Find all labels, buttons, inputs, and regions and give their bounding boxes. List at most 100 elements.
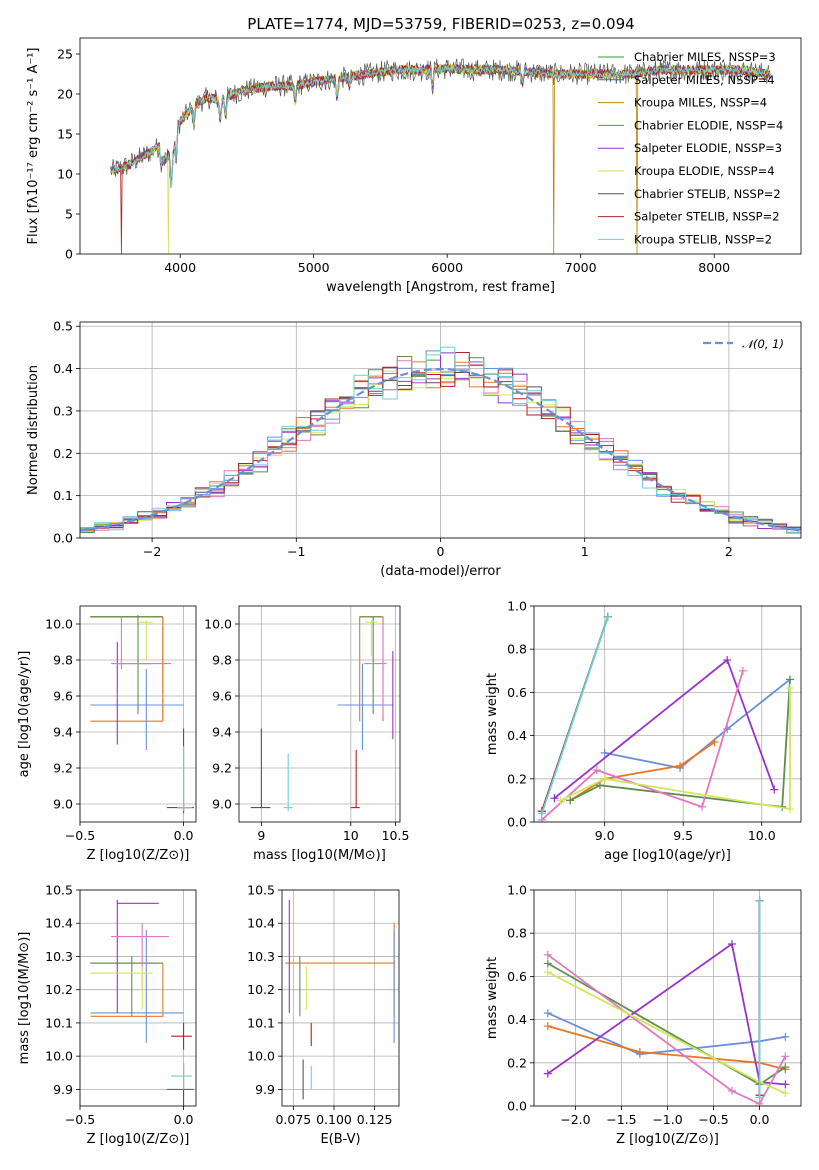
- data-point: [781, 1032, 790, 1041]
- y-tick-label: 10.5: [247, 883, 275, 898]
- data-point: [543, 1022, 552, 1031]
- legend-entry: Chabrier MILES, NSSP=3: [634, 50, 776, 64]
- y-tick-label: 0.8: [507, 642, 527, 657]
- y-tick-label: 9.6: [212, 689, 232, 704]
- y-tick-label: 0.6: [507, 969, 527, 984]
- y-axis-label: age [log10(age/yr)]: [17, 651, 32, 778]
- data-point: [600, 774, 609, 783]
- data-point: [635, 1048, 644, 1056]
- x-tick-label: −0.5: [698, 1112, 728, 1127]
- spectrum-series-7: [113, 62, 771, 254]
- legend-entry: Chabrier ELODIE, NSSP=4: [634, 118, 783, 132]
- y-tick-label: 9.8: [53, 653, 73, 668]
- massweight-age-series-3: [553, 658, 776, 799]
- axes-frame: [79, 37, 802, 255]
- massweight-z-series-1: [547, 1025, 786, 1071]
- data-point: [603, 612, 612, 621]
- mass-vs-ebv-panel: 0.075 0.100 0.125 9.9 10.0 10.1 10.2 10.3 10.4 10…: [247, 883, 400, 1147]
- x-tick-label: 0.100: [316, 1112, 352, 1127]
- spectrum-series-8: [113, 65, 771, 187]
- x-axis-label: Z [log10(Z/Z⊙)]: [87, 848, 190, 863]
- plot-area: [285, 899, 395, 1100]
- massweight-age-series-2: [569, 679, 791, 808]
- y-tick-label: 10.3: [45, 949, 73, 964]
- x-tick-label: 0: [437, 544, 445, 559]
- x-axis-label: E(B-V): [320, 1132, 360, 1147]
- panels-root: 4000 5000 6000 7000 80000510152025wavelength…: [17, 37, 802, 1147]
- y-tick-label: 10.2: [247, 982, 275, 997]
- data-point: [595, 781, 604, 790]
- spectrum-series-2: [110, 62, 771, 254]
- normal-curve: [80, 367, 801, 532]
- data-point: [781, 1052, 790, 1061]
- axes-frame: [79, 605, 197, 823]
- mass-vs-z-panel: −0.5 0.0 9.9 10.0 10.1 10.2 10.3 10.4 10.5 Z [log…: [17, 883, 197, 1147]
- legend-entry: Salpeter MILES, NSSP=4: [634, 73, 775, 87]
- y-tick-label: 0.2: [507, 1055, 527, 1070]
- massweight-age-series-1: [569, 741, 716, 802]
- spectrum-panel: 4000 5000 6000 7000 8000 0 5 10 15 20 25 wavelength…: [26, 37, 802, 295]
- data-point: [786, 805, 795, 814]
- y-tick-label: 0.3: [53, 403, 73, 418]
- x-tick-label: 10.0: [748, 828, 776, 843]
- y-tick-label: 9.2: [53, 761, 73, 776]
- y-tick-label: 0.6: [507, 685, 527, 700]
- y-tick-label: 9.4: [212, 725, 232, 740]
- data-point: [727, 940, 736, 948]
- legend-entry: Kroupa ELODIE, NSSP=4: [634, 164, 775, 178]
- x-tick-label: 7000: [565, 260, 597, 275]
- data-point: [723, 656, 732, 664]
- y-tick-label: 9.9: [255, 1082, 275, 1097]
- plot-area: [110, 58, 771, 254]
- y-tick-label: 0.2: [53, 446, 73, 461]
- legend-entry: Salpeter ELODIE, NSSP=3: [634, 141, 782, 155]
- data-point: [550, 794, 559, 803]
- x-tick-label: −1.0: [652, 1112, 682, 1127]
- y-tick-label: 0: [65, 247, 73, 262]
- massweight-z-series-0: [547, 1012, 786, 1056]
- x-tick-label: 10: [343, 828, 359, 843]
- y-tick-label: 9.2: [212, 761, 232, 776]
- age-vs-mass-panel: 9 10 10.5 9.0 9.2 9.4 9.6 9.8 10.0 mass [log10(M/…: [204, 605, 409, 863]
- x-tick-label: 6000: [431, 260, 463, 275]
- y-tick-label: 0.0: [53, 531, 73, 546]
- plot-area: [250, 616, 394, 812]
- data-point: [556, 796, 565, 805]
- x-tick-label: −0.5: [65, 1112, 95, 1127]
- y-tick-label: 0.2: [507, 771, 527, 786]
- massweight-age-series-5: [560, 688, 791, 811]
- data-point: [738, 666, 747, 675]
- massweight-z-series-4: [547, 954, 787, 1105]
- data-point: [786, 684, 795, 693]
- figure-title: PLATE=1774, MJD=53759, FIBERID=0253, z=0…: [247, 15, 634, 33]
- legend-entry: Kroupa MILES, NSSP=4: [634, 96, 767, 110]
- y-tick-label: 10.0: [45, 617, 73, 632]
- y-axis-label: mass weight: [485, 957, 500, 1039]
- y-tick-label: 20: [57, 87, 73, 102]
- y-tick-label: 10.2: [45, 982, 73, 997]
- x-tick-label: −1: [287, 544, 305, 559]
- x-axis-label: mass [log10(M/M⊙)]: [253, 848, 386, 863]
- legend-entry: Salpeter STELIB, NSSP=2: [634, 210, 780, 224]
- y-tick-label: 10.0: [204, 617, 232, 632]
- data-point: [781, 1080, 790, 1089]
- y-axis-label: mass [log10(M/M⊙)]: [17, 932, 32, 1065]
- y-tick-label: 10.0: [247, 1049, 275, 1064]
- histogram-panel: −2 −1 0 1 2 0.0 0.1 0.2 0.3 0.4 0.5 (data-model)/er…: [26, 319, 802, 579]
- x-tick-label: 9.5: [673, 828, 693, 843]
- axes-frame: [533, 889, 802, 1107]
- x-tick-label: −0.5: [65, 828, 95, 843]
- data-point: [781, 1063, 790, 1072]
- data-point: [698, 802, 707, 811]
- y-tick-label: 10.5: [45, 883, 73, 898]
- y-tick-label: 10.1: [45, 1015, 73, 1030]
- plot-area: [90, 615, 194, 813]
- x-axis-label: age [log10(age/yr)]: [604, 848, 731, 863]
- x-axis-label: (data-model)/error: [380, 564, 501, 579]
- x-tick-label: −2.0: [560, 1112, 590, 1127]
- legend-entry: Kroupa STELIB, NSSP=2: [634, 232, 772, 246]
- y-axis-label: Normed distribution: [26, 365, 41, 495]
- x-tick-label: 4000: [164, 260, 196, 275]
- data-point: [676, 761, 685, 770]
